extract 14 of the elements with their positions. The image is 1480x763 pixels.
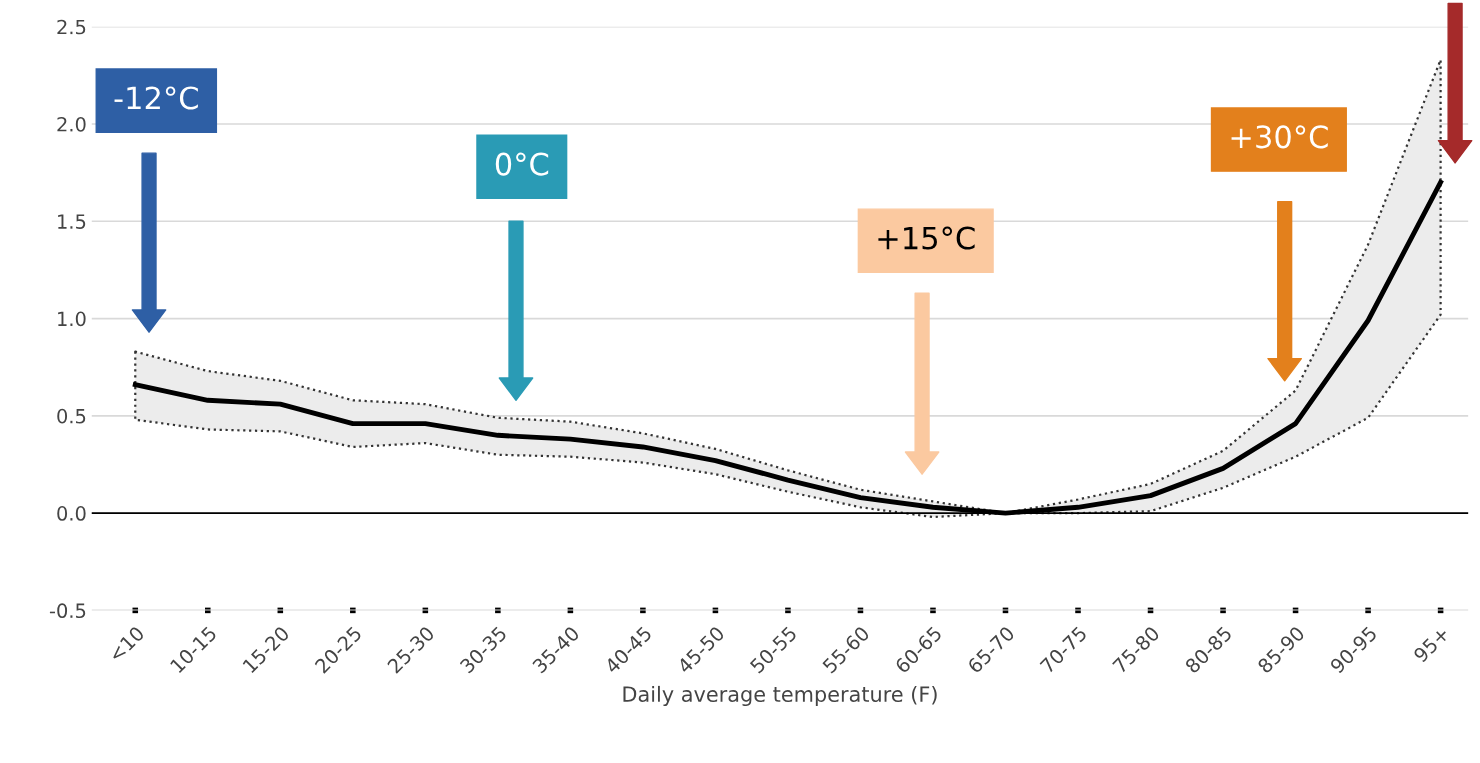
y-tick-label: 1.5 <box>58 214 86 229</box>
x-tick-label: 95+ <box>1412 625 1450 664</box>
annotation: +15°C <box>878 226 975 250</box>
y-tick-label: 1.0 <box>58 311 86 327</box>
annotation: +30°C <box>1231 125 1328 149</box>
y-tick-label: 2.5 <box>57 19 86 35</box>
y-tick-label: 0.5 <box>57 408 86 424</box>
y-tick-label: 0.0 <box>57 506 86 521</box>
x-tick-label: <10 <box>107 625 145 663</box>
y-tick-label: 2.0 <box>57 116 86 132</box>
annotation: 0°C <box>495 152 549 176</box>
annotation: -12°C <box>114 86 198 110</box>
y-tick-label: -0.5 <box>49 603 86 619</box>
x-axis-title: Daily average temperature (F) <box>623 685 937 707</box>
